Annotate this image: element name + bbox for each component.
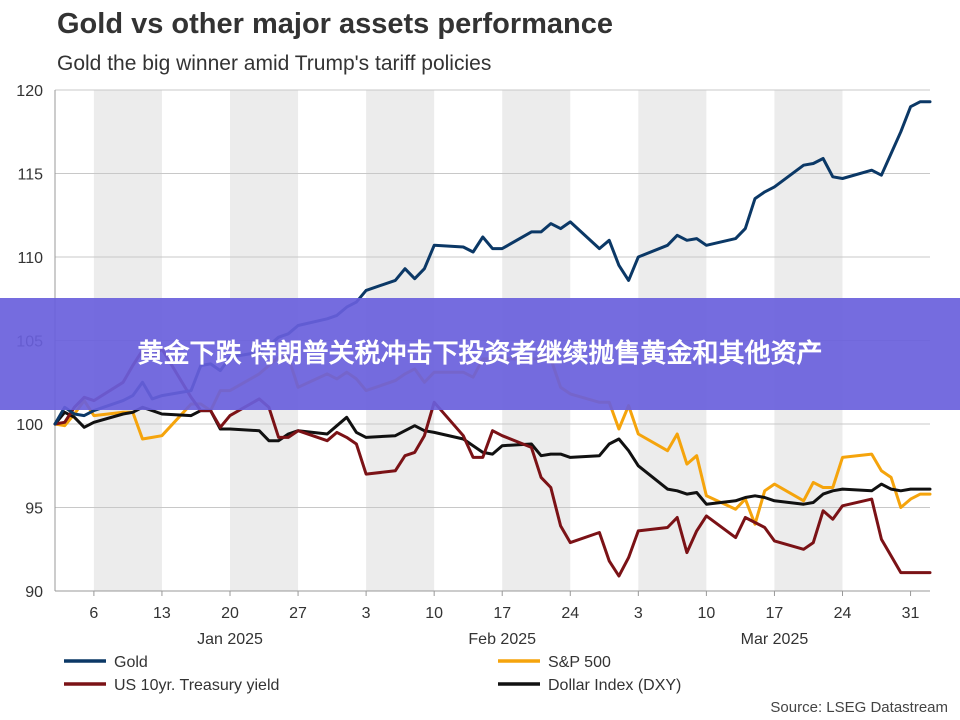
x-tick-label: 13 xyxy=(153,605,171,622)
x-tick-label: 6 xyxy=(89,605,98,622)
y-tick-label: 115 xyxy=(17,167,43,184)
legend-label-gold: Gold xyxy=(114,654,148,671)
legend-label-us-10yr-treasury-yield: US 10yr. Treasury yield xyxy=(114,677,279,694)
chart-subtitle: Gold the big winner amid Trump's tariff … xyxy=(57,52,492,75)
headline-banner: 黄金下跌 特朗普关税冲击下投资者继续抛售黄金和其他资产 xyxy=(0,298,960,410)
x-tick-label: 24 xyxy=(561,605,579,622)
x-tick-label: 20 xyxy=(221,605,239,622)
headline-text: 黄金下跌 特朗普关税冲击下投资者继续抛售黄金和其他资产 xyxy=(137,339,823,369)
series-line-us-10yr-treasury-yield xyxy=(53,347,932,578)
y-tick-label: 95 xyxy=(25,501,43,518)
y-tick-label: 100 xyxy=(16,417,43,434)
x-tick-label: 27 xyxy=(289,605,307,622)
month-label: Feb 2025 xyxy=(468,631,536,648)
y-tick-label: 120 xyxy=(16,83,43,100)
month-label: Jan 2025 xyxy=(197,631,263,648)
x-tick-label: 3 xyxy=(634,605,643,622)
legend-label-dollar-index-dxy-: Dollar Index (DXY) xyxy=(548,677,681,694)
y-tick-label: 90 xyxy=(25,584,43,601)
x-tick-label: 31 xyxy=(902,605,920,622)
source-note: Source: LSEG Datastream xyxy=(770,699,948,716)
x-tick-label: 10 xyxy=(697,605,715,622)
x-axis: 6 13 20 27 3 10 17 24 3 10 17 24 31 Jan 2025 Feb 2025 M… xyxy=(89,591,920,648)
month-label: Mar 2025 xyxy=(741,631,809,648)
legend-label-s-p-500: S&P 500 xyxy=(548,654,611,671)
chart-title: Gold vs other major assets performance xyxy=(57,8,614,40)
x-tick-label: 17 xyxy=(766,605,784,622)
x-tick-label: 3 xyxy=(362,605,371,622)
x-tick-label: 10 xyxy=(425,605,443,622)
x-tick-label: 24 xyxy=(834,605,852,622)
x-tick-label: 17 xyxy=(493,605,511,622)
legend: Gold S&P 500 US 10yr. Treasury yield Dollar… xyxy=(64,654,681,694)
y-tick-label: 110 xyxy=(17,250,43,267)
